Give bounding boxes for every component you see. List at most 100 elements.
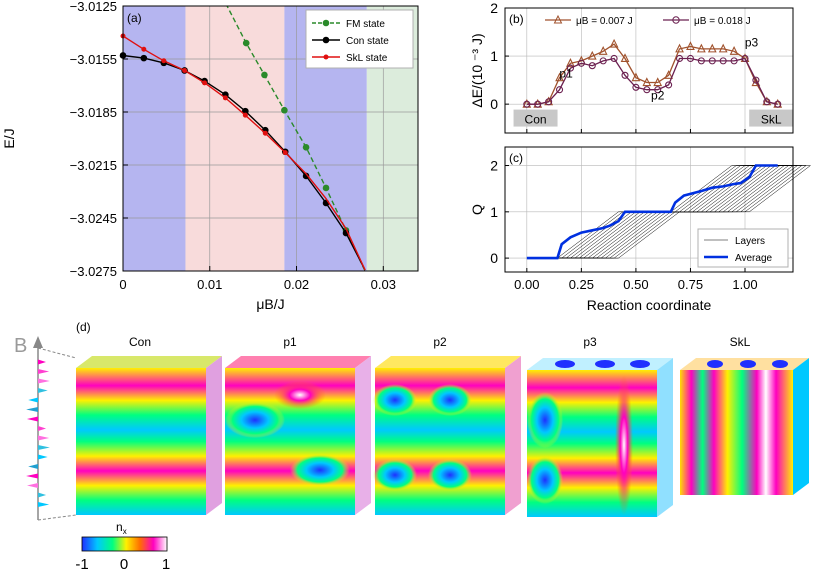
tick-label-y-c-1: 1 [490,204,498,220]
series-point-b-0-8 [609,38,619,48]
series-point-b-0-13 [664,70,674,79]
box-label-bg-1 [749,109,794,127]
guide-line-top [37,347,77,359]
legend-c-label-average: Average [735,253,773,264]
series-point-b-1-11 [643,86,651,94]
spin-arrow-11 [28,464,38,469]
cube-side-p1 [355,356,371,515]
series-point-b-0-11 [642,77,652,87]
axes-frame-b [504,7,794,134]
series-point-0-0 [242,39,250,47]
series-point-b-1-23 [774,100,782,108]
cube-p3-top-blob-3 [630,360,650,368]
panel-label-c: (c) [509,151,523,165]
series-point-b-1-18 [719,57,727,65]
series-point-b-1-7 [599,57,607,65]
series-point-2-7 [262,130,268,136]
cube-title-p2: p2 [433,335,447,349]
series-point-b-1-12 [654,86,662,94]
spin-arrow-15 [38,502,50,507]
cube-front-skl [680,370,793,495]
series-point-1-9 [302,172,310,180]
series-point-b-1-20 [741,54,749,63]
cube-side-con [206,356,222,515]
series-point-b-1-14 [675,54,684,63]
spin-arrow-6 [26,416,38,422]
cube-p2-blob-1 [373,384,417,416]
series-point-2-1 [141,46,147,52]
series-point-2-6 [242,112,248,118]
series-point-b-0-18 [718,43,728,53]
series-point-b-1-9 [621,71,629,79]
legend-c: Layers Average [697,228,789,268]
tick-label-x-c-1: 0.25 [569,277,594,292]
series-point-b-1-16 [697,57,705,65]
series-point-b-1-6 [588,62,596,70]
box-label-skl: SkL [761,113,782,127]
tick-label-x-c-3: 0.75 [678,277,703,292]
tick-label-x-c-4: 1.00 [732,277,757,292]
spin-arrow-4 [28,397,38,403]
panel-c: 0.00 0.25 0.50 0.75 1.00 0 1 2 (c) Reaction coord… [469,146,812,313]
cube-p1-blob-3 [274,381,326,409]
spin-arrow-5 [26,407,38,412]
series-point-b-1-1 [534,100,542,108]
colorbar-gradient [81,536,168,552]
tick-label-x-3: 0.03 [371,277,396,292]
cube-side-skl [793,358,809,495]
cube-top-con [76,356,222,368]
cube-p3-band [615,375,633,515]
cube-p3-blob-1 [527,392,563,448]
colorbar-title: nx [116,520,127,536]
spin-arrow-13 [26,483,38,488]
series-point-0-3 [302,144,310,151]
x-axis-label-c: Reaction coordinate [587,297,712,313]
legend-b-label-0: μB = 0.007 J [576,16,633,27]
spin-arrow-1 [38,369,50,374]
series-point-b-0-21 [751,77,761,87]
cube-skl-top-blob-3 [772,360,788,368]
cube-title-p3: p3 [583,335,597,349]
cube-skl: SkL [680,335,809,495]
series-point-b-0-4 [566,58,575,67]
series-line-average [526,164,778,260]
tick-label-x-2: 0.02 [284,277,309,292]
y-axis-label-b: ΔE/(10 ⁻³ J) [469,33,485,107]
series-point-b-1-10 [632,83,640,91]
cube-p2: p2 [373,335,521,515]
series-point-b-0-16 [696,43,706,53]
layer-line-2-7 [622,165,764,213]
colorbar: nx -1 0 1 [75,520,170,573]
legend-b-label-1: μB = 0.018 J [694,16,751,27]
legend-a-label-0: FM state [346,19,385,30]
series-point-b-0-12 [653,77,663,87]
series-point-2-8 [282,150,288,156]
series-point-b-1-22 [763,98,771,106]
spin-arrow-3 [38,388,48,393]
tick-label-y-1: −3.0155 [70,52,117,67]
cube-title-con: Con [129,335,151,349]
series-point-b-0-9 [620,53,630,63]
axes-frame-a [122,5,419,272]
tick-label-y-b-2: 2 [490,0,498,16]
series-point-0-1 [261,71,268,79]
tick-label-y-b-1: 1 [490,48,498,64]
cube-skl-top-blob-2 [740,360,756,368]
box-label-bg-0 [513,109,558,127]
cube-p2-blob-2 [428,384,472,416]
series-point-b-1-4 [566,64,575,72]
panel-d-label: (d) [76,320,91,334]
cube-p3-top-blob-2 [595,360,615,368]
series-point-2-4 [202,80,208,86]
spin-arrow-14 [38,492,47,498]
tick-label-y-c-2: 2 [490,158,498,174]
legend-b-marker-1 [672,16,680,24]
series-point-1-6 [242,107,249,115]
panel-label-a: (a) [127,11,142,25]
tick-label-y-5: −3.0275 [70,264,117,279]
series-point-b-1-19 [730,57,738,65]
series-point-b-0-6 [587,50,597,60]
spin-chain-icon [26,359,50,507]
tick-label-y-2: −3.0185 [70,105,117,120]
